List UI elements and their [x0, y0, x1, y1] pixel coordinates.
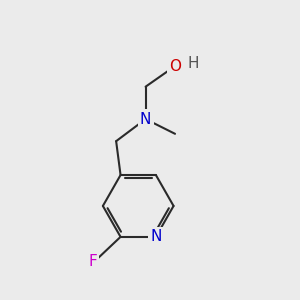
Text: F: F: [88, 254, 97, 269]
Text: N: N: [140, 112, 151, 127]
Text: O: O: [169, 58, 181, 74]
Text: H: H: [188, 56, 199, 70]
Text: N: N: [150, 230, 162, 244]
